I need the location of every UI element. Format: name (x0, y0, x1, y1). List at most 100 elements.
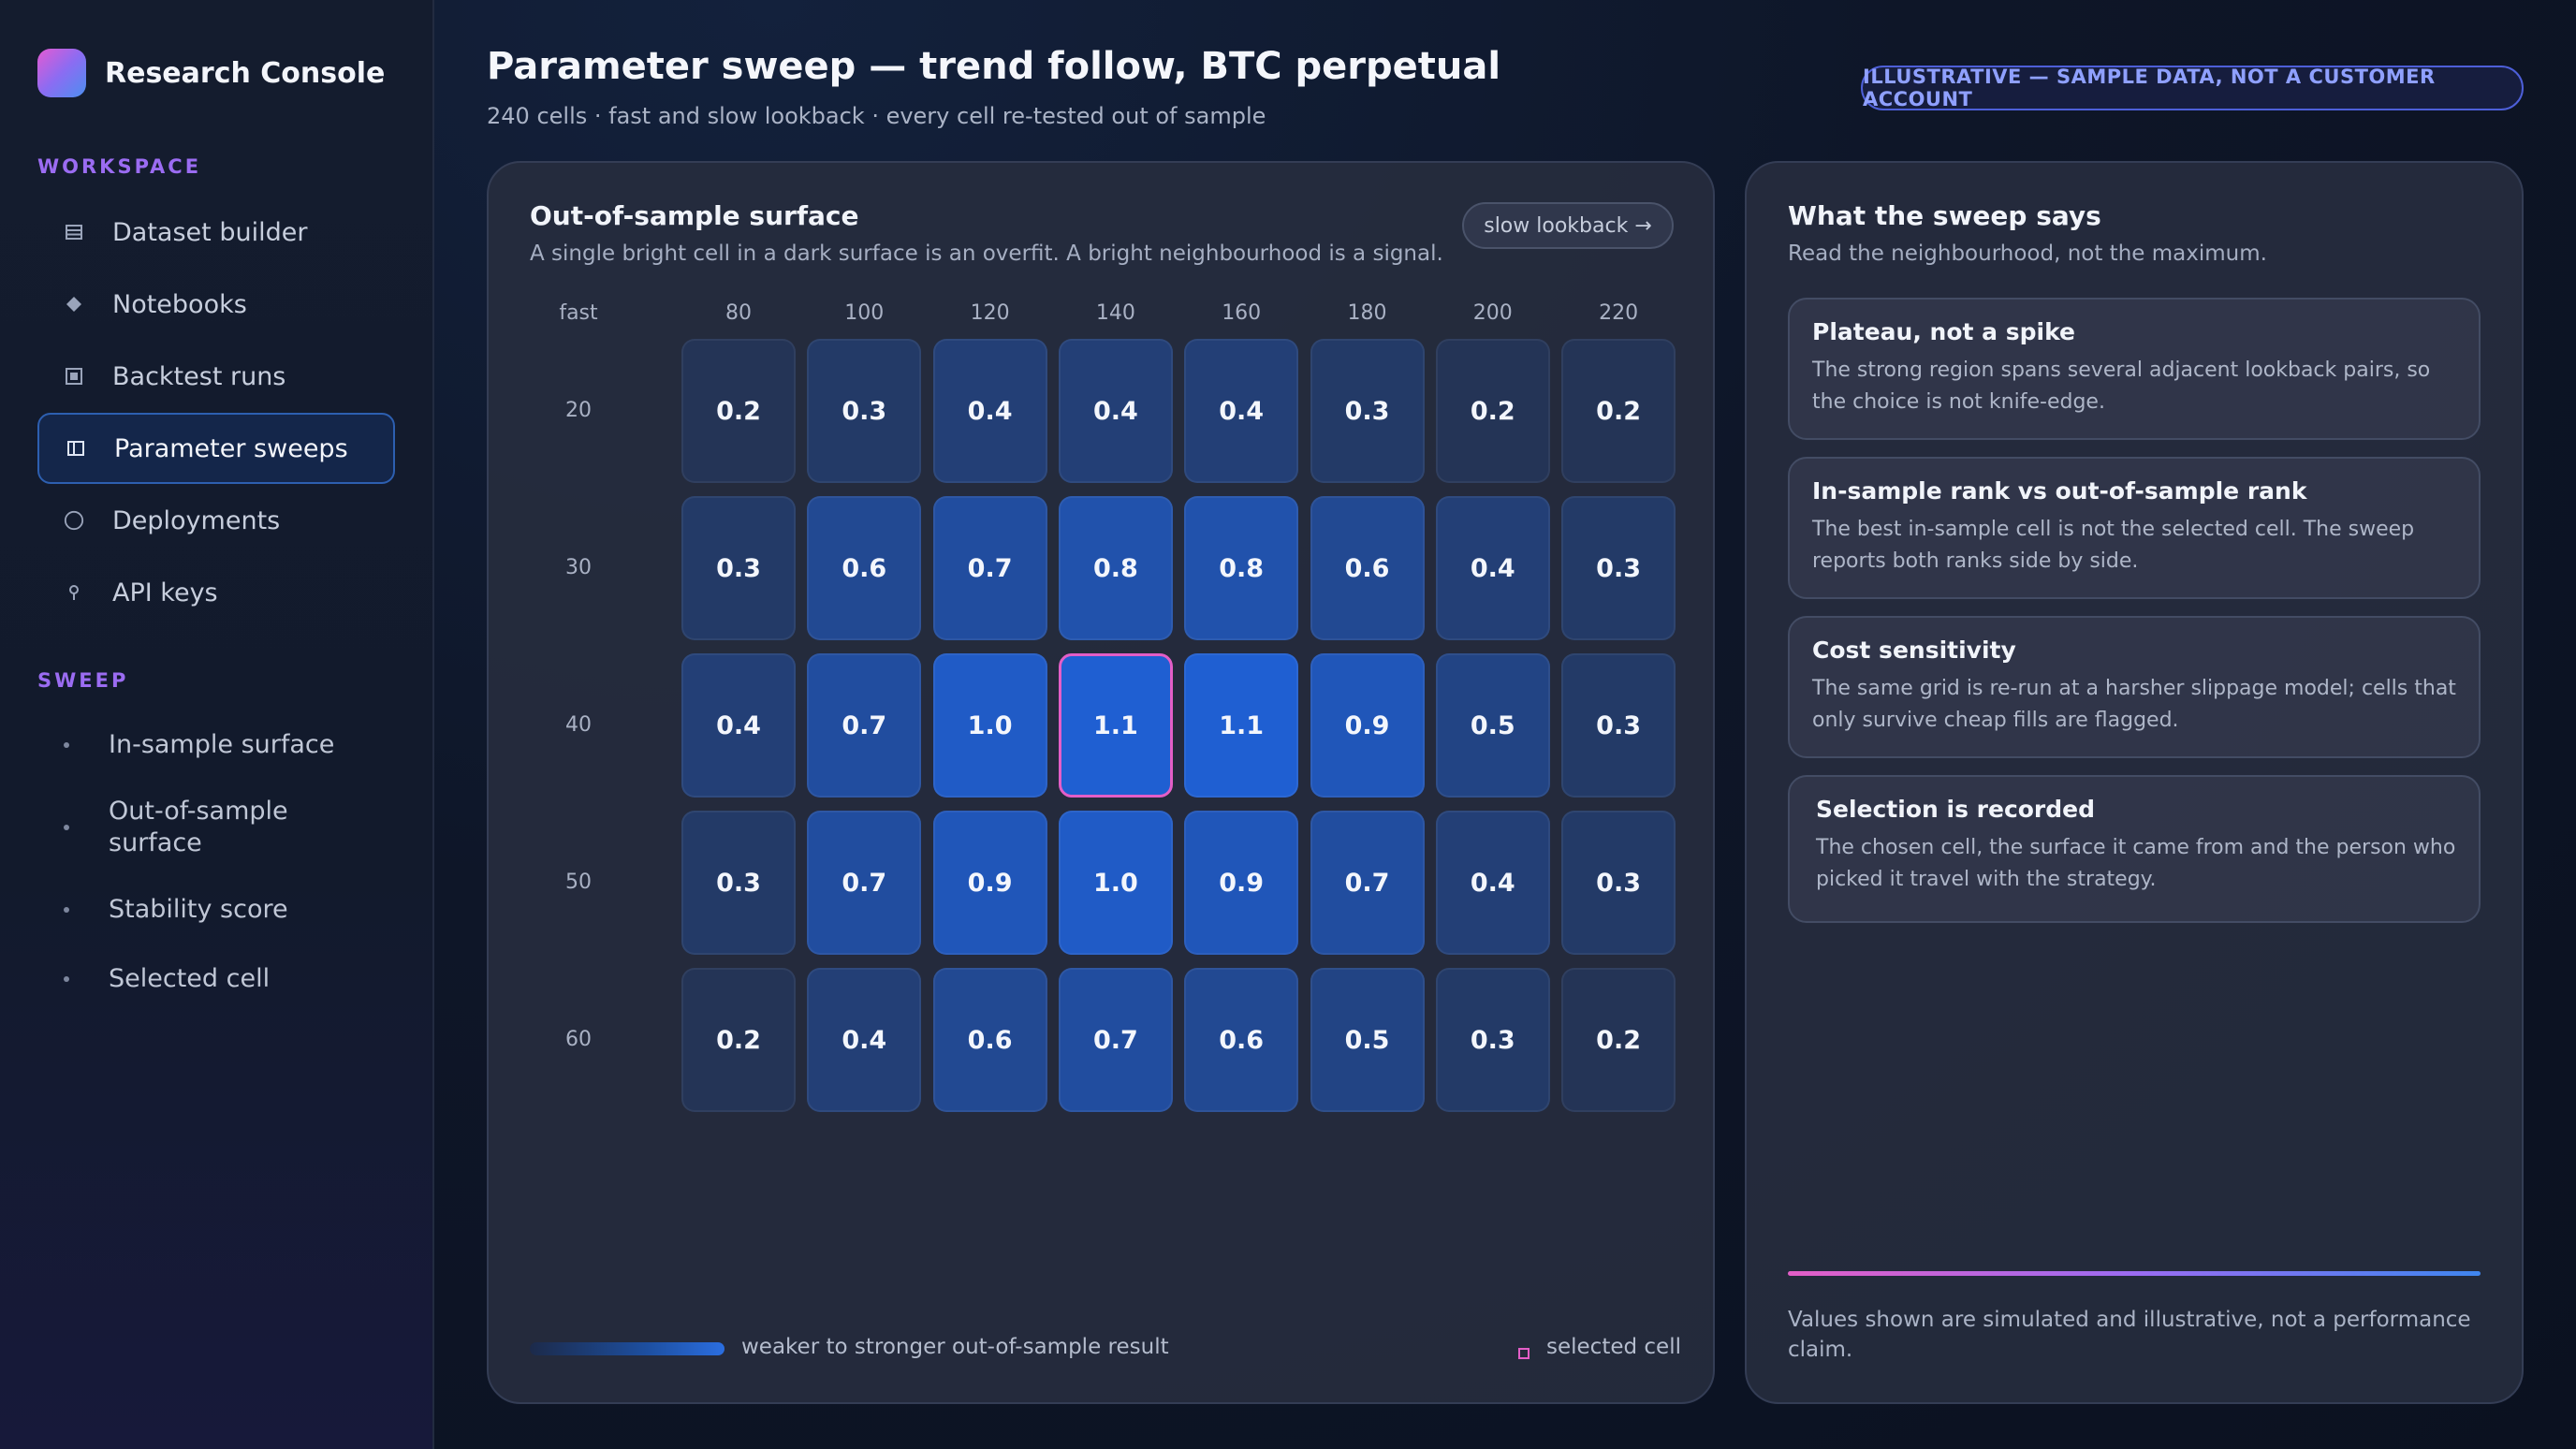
x-tick-label: 200 (1472, 301, 1513, 325)
sidebar-item-label: API keys (112, 578, 218, 607)
notes-subtitle: Read the neighbourhood, not the maximum. (1788, 242, 2267, 266)
sidebar-item-label: Deployments (112, 505, 281, 535)
heatmap-cell[interactable]: 0.9 (1184, 811, 1299, 955)
sidebar-item-api-keys[interactable]: API keys (37, 557, 395, 628)
gradient-divider (1788, 1271, 2481, 1276)
heatmap-cell[interactable]: 0.7 (1058, 968, 1173, 1112)
x-tick-label: 140 (1095, 301, 1135, 325)
x-tick-label: 220 (1599, 301, 1639, 325)
sidebar-item-label: In-sample surface (109, 730, 335, 759)
bullet-icon (64, 825, 69, 830)
app-name: Research Console (105, 56, 386, 90)
heatmap-cell[interactable]: 0.3 (1435, 968, 1550, 1112)
heatmap-cell[interactable]: 0.4 (1184, 339, 1299, 483)
sidebar-item-stability-score[interactable]: Stability score (37, 882, 395, 938)
y-tick-label: 30 (565, 556, 592, 579)
app-logo-icon (37, 49, 86, 97)
list-icon (64, 222, 84, 242)
note-body: The same grid is re-run at a harsher sli… (1812, 677, 2456, 732)
selected-cell-legend-label: selected cell (1546, 1335, 1681, 1359)
bullet-icon (64, 976, 69, 982)
heatmap-cell[interactable]: 1.0 (1058, 811, 1173, 955)
heatmap-cell[interactable]: 0.7 (932, 496, 1047, 640)
heatmap-cell[interactable]: 0.6 (807, 496, 922, 640)
heatmap-cell[interactable]: 0.3 (681, 496, 796, 640)
heatmap-cell[interactable]: 0.4 (1058, 339, 1173, 483)
bullet-icon (64, 742, 69, 748)
heatmap-cell[interactable]: 0.2 (1561, 968, 1676, 1112)
sidebar-item-backtest-runs[interactable]: Backtest runs (37, 341, 395, 412)
heatmap-cell[interactable]: 0.2 (681, 968, 796, 1112)
heatmap-cell[interactable]: 0.8 (1058, 496, 1173, 640)
note-title: Cost sensitivity (1812, 637, 2016, 664)
sidebar-item-label: Parameter sweeps (114, 433, 348, 463)
heatmap-cell[interactable]: 0.3 (1561, 496, 1676, 640)
columns-icon (66, 438, 86, 459)
page-subtitle: 240 cells · fast and slow lookback · eve… (487, 103, 1266, 129)
sidebar-item-selected-cell[interactable]: Selected cell (37, 951, 395, 1007)
sidebar-item-parameter-sweeps[interactable]: Parameter sweeps (37, 413, 395, 484)
notes-title: What the sweep says (1788, 200, 2101, 231)
sidebar-item-notebooks[interactable]: Notebooks (37, 269, 395, 340)
heatmap-cell[interactable]: 0.3 (1310, 339, 1425, 483)
heatmap-cell[interactable]: 0.9 (932, 811, 1047, 955)
x-tick-label: 80 (725, 301, 752, 325)
illustrative-badge: ILLUSTRATIVE — SAMPLE DATA, NOT A CUSTOM… (1861, 66, 2524, 110)
heatmap-cell[interactable]: 0.2 (1561, 339, 1676, 483)
heatmap-cell[interactable]: 0.6 (1184, 968, 1299, 1112)
note-body: The strong region spans several adjacent… (1812, 359, 2431, 414)
heatmap-cell[interactable]: 1.1 (1058, 653, 1173, 798)
square-icon (64, 366, 84, 387)
slow-lookback-axis-button[interactable]: slow lookback → (1462, 202, 1674, 249)
note-card-rank: In-sample rank vs out-of-sample rank The… (1788, 457, 2481, 599)
sidebar-item-label: Out-of-sample surface (109, 797, 288, 857)
heatmap-cell[interactable]: 1.0 (932, 653, 1047, 798)
heatmap-cell[interactable]: 0.3 (1561, 811, 1676, 955)
heatmap-cell[interactable]: 0.7 (807, 653, 922, 798)
x-tick-label: 180 (1347, 301, 1387, 325)
heatmap-cell[interactable]: 0.3 (807, 339, 922, 483)
heatmap-cell[interactable]: 0.5 (1435, 653, 1550, 798)
heatmap-cell[interactable]: 0.7 (807, 811, 922, 955)
note-body: The chosen cell, the surface it came fro… (1816, 836, 2456, 891)
color-scale-label: weaker to stronger out-of-sample result (741, 1335, 1169, 1359)
heatmap-cell[interactable]: 1.1 (1184, 653, 1299, 798)
x-tick-label: 120 (970, 301, 1010, 325)
sidebar-item-out-of-sample-surface[interactable]: Out-of-sample surface (37, 781, 395, 874)
heatmap-cell[interactable]: 0.7 (1310, 811, 1425, 955)
sidebar-item-deployments[interactable]: Deployments (37, 485, 395, 556)
heatmap-cell[interactable]: 0.4 (807, 968, 922, 1112)
sidebar-item-in-sample-surface[interactable]: In-sample surface (37, 717, 395, 773)
heatmap-cell[interactable]: 0.8 (1184, 496, 1299, 640)
heatmap-cell[interactable]: 0.2 (1435, 339, 1550, 483)
surface-subtitle: A single bright cell in a dark surface i… (530, 242, 1443, 266)
heatmap-cell[interactable]: 0.2 (681, 339, 796, 483)
note-card-plateau: Plateau, not a spike The strong region s… (1788, 298, 2481, 440)
notes-panel: What the sweep says Read the neighbourho… (1745, 161, 2524, 1404)
key-icon (64, 582, 84, 603)
heatmap-cell[interactable]: 0.5 (1310, 968, 1425, 1112)
sidebar-item-dataset-builder[interactable]: Dataset builder (37, 197, 395, 268)
color-scale-bar (530, 1342, 724, 1355)
sidebar-item-label: Dataset builder (112, 217, 308, 247)
heatmap-cell[interactable]: 0.4 (932, 339, 1047, 483)
heatmap-cell[interactable]: 0.6 (932, 968, 1047, 1112)
brand[interactable]: Research Console (37, 49, 385, 97)
circle-icon (64, 510, 84, 531)
heatmap-cell[interactable]: 0.3 (681, 811, 796, 955)
heatmap-cell[interactable]: 0.4 (1435, 496, 1550, 640)
x-tick-label: 100 (844, 301, 885, 325)
heatmap-cell[interactable]: 0.4 (681, 653, 796, 798)
note-title: Selection is recorded (1816, 796, 2096, 823)
heatmap-cell[interactable]: 0.9 (1310, 653, 1425, 798)
heatmap-cell[interactable]: 0.3 (1561, 653, 1676, 798)
note-card-selection: Selection is recorded The chosen cell, t… (1788, 775, 2481, 923)
heatmap-cell[interactable]: 0.6 (1310, 496, 1425, 640)
sweep-nav: In-sample surface Out-of-sample surface … (37, 717, 395, 1007)
surface-title: Out-of-sample surface (530, 200, 859, 231)
selected-cell-legend-icon (1518, 1348, 1530, 1359)
page-title: Parameter sweep — trend follow, BTC perp… (487, 45, 1501, 88)
y-tick-label: 40 (565, 713, 592, 737)
heatmap-cell[interactable]: 0.4 (1435, 811, 1550, 955)
